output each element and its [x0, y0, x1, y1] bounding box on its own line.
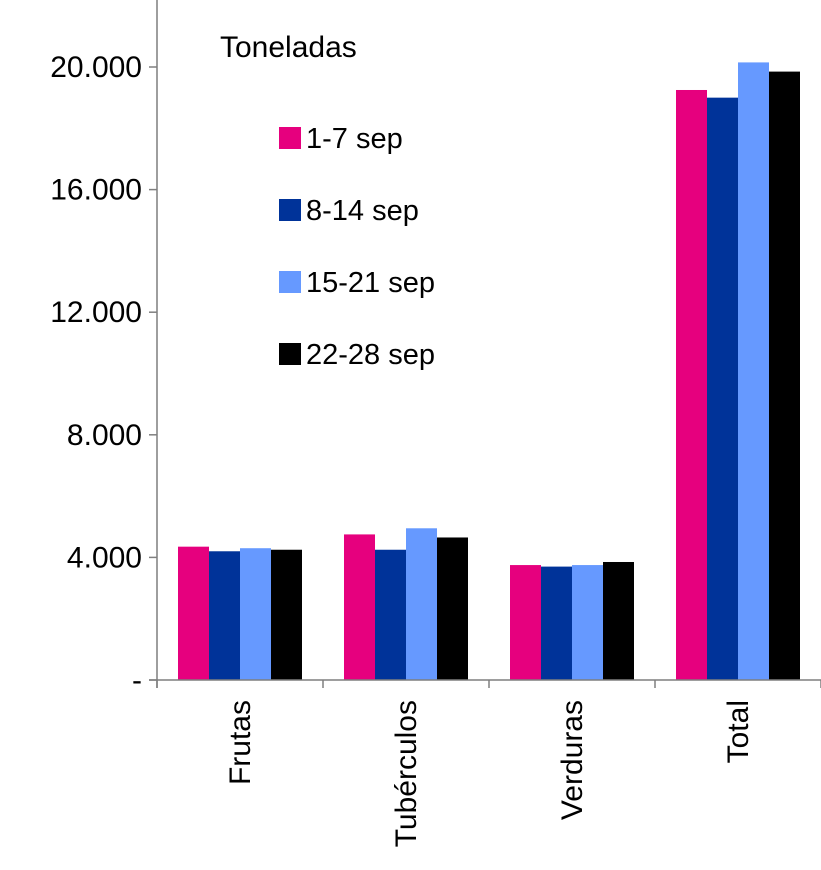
bar-frutas-series-2 — [209, 551, 240, 680]
bar-tubérculos-series-1 — [344, 534, 375, 680]
legend-swatch — [279, 199, 301, 221]
y-tick-label: - — [132, 664, 142, 697]
axes-group — [149, 0, 821, 688]
bar-total-series-3 — [738, 62, 769, 680]
bar-verduras-series-2 — [541, 566, 572, 680]
y-ticks-group: - 4.000 8.000 12.000 16.000 20.000 — [50, 51, 157, 697]
bar-tubérculos-series-3 — [406, 528, 437, 680]
legend-swatch — [279, 127, 301, 149]
legend-label: 1-7 sep — [306, 123, 403, 155]
bar-verduras-series-4 — [603, 561, 634, 680]
x-ticks-group: Frutas Tubérculos Verduras Total — [156, 680, 821, 847]
y-tick-label: 12.000 — [50, 296, 142, 329]
legend-swatch — [279, 271, 301, 293]
bar-total-series-1 — [676, 89, 707, 681]
legend-swatch — [279, 343, 301, 365]
bar-verduras-series-1 — [510, 565, 541, 680]
legend-label: 22-28 sep — [306, 339, 435, 371]
y-axis-label: Toneladas — [220, 31, 357, 64]
bars-group — [178, 62, 800, 681]
y-tick-label: 8.000 — [67, 419, 142, 452]
bar-frutas-series-1 — [178, 546, 209, 680]
bar-frutas-series-4 — [271, 549, 302, 680]
x-category-label: Frutas — [224, 700, 257, 785]
legend: 1-7 sep 8-14 sep 15-21 sep 22-28 sep — [279, 123, 435, 371]
y-tick-label: 20.000 — [50, 51, 142, 84]
bar-frutas-series-3 — [240, 548, 271, 680]
x-category-label: Total — [722, 700, 755, 763]
bar-total-series-2 — [707, 97, 738, 680]
y-tick-label: 16.000 — [50, 174, 142, 207]
x-category-label: Verduras — [556, 700, 589, 820]
bar-tubérculos-series-4 — [437, 537, 468, 680]
x-category-label: Tubérculos — [390, 700, 423, 847]
legend-label: 8-14 sep — [306, 195, 419, 227]
y-tick-label: 4.000 — [67, 541, 142, 574]
bar-tubérculos-series-2 — [375, 549, 406, 680]
bar-total-series-4 — [769, 71, 800, 680]
legend-label: 15-21 sep — [306, 267, 435, 299]
bar-verduras-series-3 — [572, 565, 603, 680]
